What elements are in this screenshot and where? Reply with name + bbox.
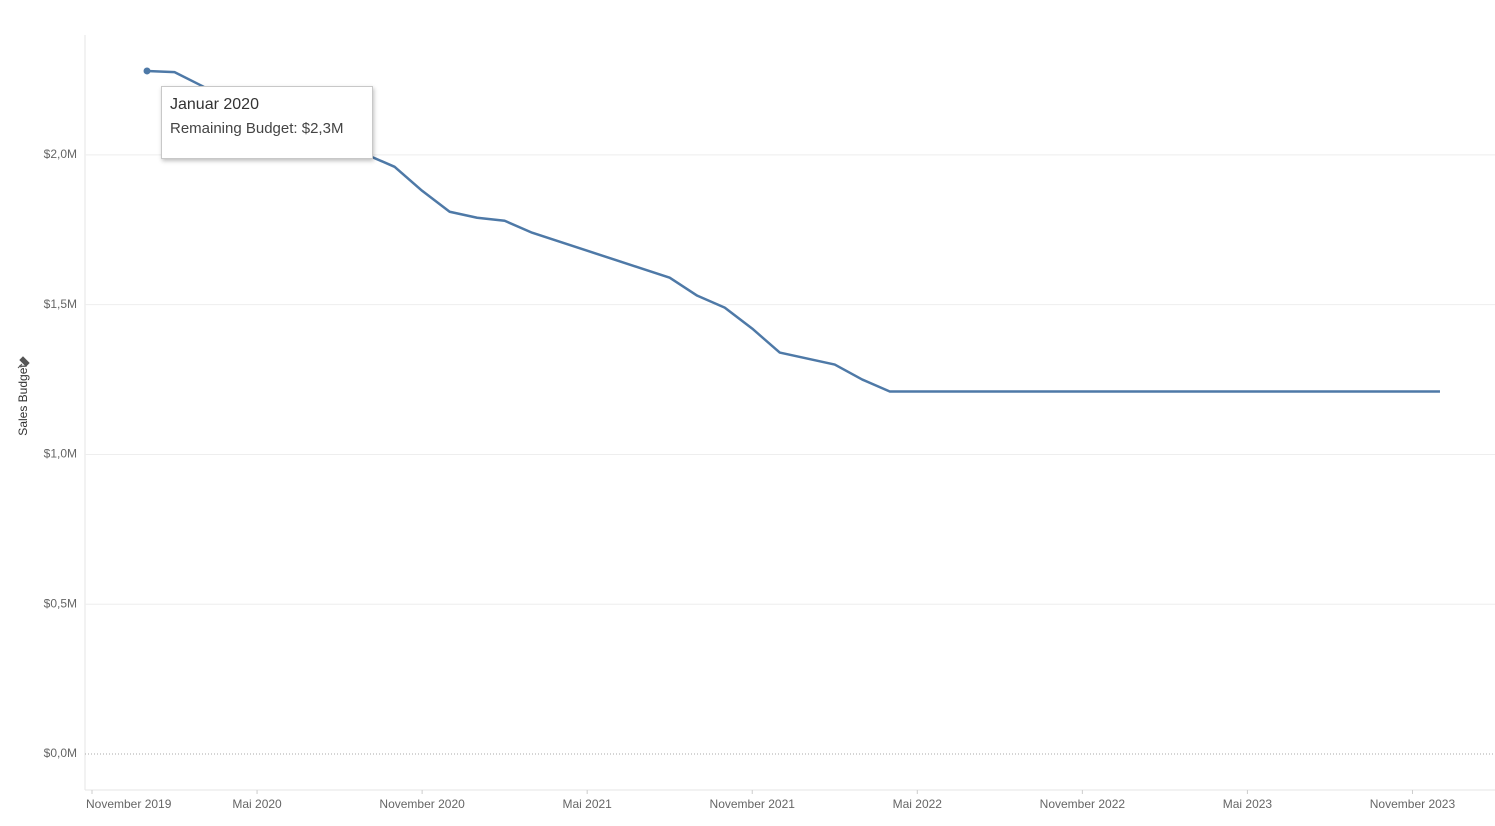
tooltip-title: Januar 2020 [170, 96, 259, 113]
y-tick-label: $1,0M [44, 447, 77, 461]
x-tick-label: Mai 2021 [562, 797, 612, 811]
y-tick-label: $0,0M [44, 746, 77, 760]
tooltip-text: Remaining Budget: $2,3M [170, 120, 344, 137]
x-tick-label: November 2019 [86, 797, 172, 811]
x-tick-label: Mai 2023 [1223, 797, 1273, 811]
y-axis-title: Sales Budget [16, 364, 30, 436]
hover-point [143, 67, 151, 75]
y-tick-label: $0,5M [44, 596, 77, 610]
x-tick-label: Mai 2022 [893, 797, 943, 811]
y-tick-label: $1,5M [44, 297, 77, 311]
pin-icon [17, 356, 30, 369]
x-tick-label: November 2021 [710, 797, 796, 811]
x-tick-label: November 2020 [379, 797, 465, 811]
tooltip: Januar 2020 Remaining Budget: $2,3M [161, 86, 373, 159]
x-tick-label: Mai 2020 [232, 797, 282, 811]
x-tick-label: November 2023 [1370, 797, 1456, 811]
y-tick-label: $2,0M [44, 147, 77, 161]
x-tick-label: November 2022 [1040, 797, 1126, 811]
